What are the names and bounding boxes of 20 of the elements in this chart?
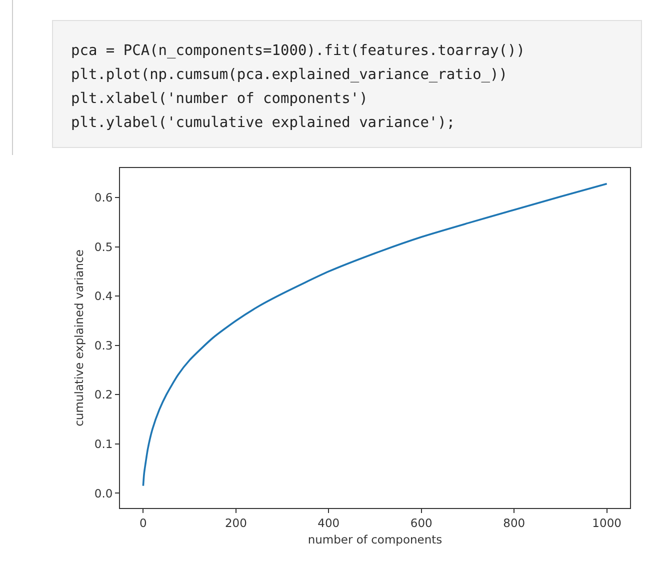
y-tick-label: 0.4 (94, 289, 113, 304)
x-tick-label: 1000 (592, 516, 622, 530)
y-tick-label: 0.3 (94, 338, 113, 352)
y-tick-label: 0.1 (94, 436, 113, 451)
text: plt.xlabel('number of components') (71, 90, 369, 109)
y-axis-title: cumulative explained variance (72, 250, 86, 426)
y-tick-label: 0.5 (94, 240, 113, 254)
y-tick-label: 0.0 (94, 486, 113, 500)
text: plt.ylabel('cumulative explained variance'); (71, 114, 456, 133)
x-axis-title: number of components (308, 532, 442, 546)
x-tick-label: 200 (224, 516, 247, 530)
x-tick-label: 800 (503, 516, 526, 530)
y-tick-label: 0.6 (94, 190, 113, 205)
x-tick-label: 0 (140, 516, 147, 530)
x-tick-label: 600 (410, 516, 432, 530)
text: pca = PCA(n_components=1000).fit(features.toarray()) (71, 42, 526, 61)
text: plt.plot(np.cumsum(pca.explained_variance_ratio_)) (71, 66, 508, 85)
line-series (142, 182, 608, 487)
y-tick-label: 0.2 (94, 388, 113, 402)
x-tick-label: 400 (318, 516, 340, 530)
